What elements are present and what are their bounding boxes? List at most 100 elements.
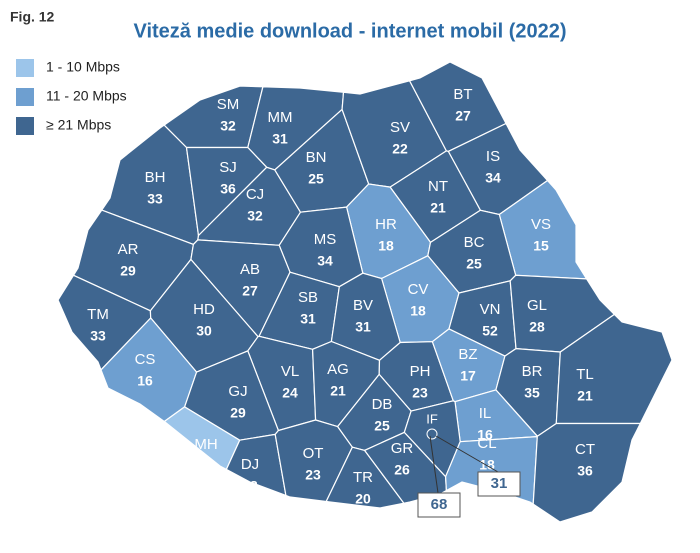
county-labels: SM 32 MM 31 BH 33 SJ 36 CJ 32 BN 25 SV 22 BT 27 IS 34 NT 21… xyxy=(87,86,595,507)
legend-swatch xyxy=(16,59,34,77)
county-value: 18 xyxy=(410,303,426,319)
county xyxy=(163,406,241,471)
county-value: 52 xyxy=(482,323,498,339)
county-value: 15 xyxy=(533,238,549,254)
county-code: GJ xyxy=(228,383,247,400)
county xyxy=(163,85,264,149)
county-code: VN xyxy=(480,301,501,318)
county-code: HD xyxy=(193,301,215,318)
county-value: 33 xyxy=(242,478,258,494)
county-code: CJ xyxy=(246,186,264,203)
county-value: 26 xyxy=(394,462,410,478)
figure-label: Fig. 12 xyxy=(10,9,55,25)
county-code: IS xyxy=(486,148,500,165)
legend-label: ≥ 21 Mbps xyxy=(46,117,111,133)
county-code: OT xyxy=(303,445,324,462)
county-value: 36 xyxy=(577,463,593,479)
county-value: 29 xyxy=(230,405,246,421)
county-code: GR xyxy=(391,440,414,457)
county-value: 20 xyxy=(355,491,371,507)
county xyxy=(555,313,673,425)
county-value: 21 xyxy=(430,200,446,216)
county-value: 28 xyxy=(529,319,545,335)
county-value: 16 xyxy=(477,427,493,443)
county-value: 33 xyxy=(90,328,106,344)
county-value: 29 xyxy=(120,263,136,279)
callout-line xyxy=(429,435,439,494)
county-value: 18 xyxy=(378,238,394,254)
county-value: 24 xyxy=(282,385,298,401)
county-code: TL xyxy=(576,366,594,383)
county-value: 17 xyxy=(460,368,476,384)
county-code: BZ xyxy=(458,346,477,363)
callout-line xyxy=(435,435,499,473)
county-value: 27 xyxy=(455,108,471,124)
county-value: 23 xyxy=(412,385,428,401)
county-value: 21 xyxy=(330,383,346,399)
county-code: SV xyxy=(390,119,410,136)
county-value: 16 xyxy=(137,373,153,389)
county-code: VS xyxy=(531,216,551,233)
county-code: SB xyxy=(298,289,318,306)
callout-value: 68 xyxy=(431,496,448,513)
county-code: SM xyxy=(217,96,240,113)
county-code: BV xyxy=(353,297,373,314)
county-code: CL xyxy=(477,435,496,452)
county-code: BT xyxy=(453,86,472,103)
county-code: VL xyxy=(281,363,299,380)
county-code: AB xyxy=(240,261,260,278)
county-value: 27 xyxy=(242,283,258,299)
counties xyxy=(57,61,673,523)
county-code: IF xyxy=(426,411,438,426)
county-code: DB xyxy=(372,396,393,413)
legend-label: 11 - 20 Mbps xyxy=(46,88,127,104)
county-code: SJ xyxy=(219,159,237,176)
county-value: 25 xyxy=(466,256,482,272)
county-value: 34 xyxy=(317,253,333,269)
county-code: IL xyxy=(479,405,492,422)
county-code: BC xyxy=(464,234,485,251)
county-code: TM xyxy=(87,306,109,323)
county-code: MS xyxy=(314,231,337,248)
county-code: BN xyxy=(306,149,327,166)
callout-value: 31 xyxy=(491,475,508,492)
county-value: 32 xyxy=(247,208,263,224)
county xyxy=(532,422,642,523)
county-code: AR xyxy=(118,241,139,258)
county-code: CT xyxy=(575,441,595,458)
county-code: CS xyxy=(135,351,156,368)
legend-swatch xyxy=(16,88,34,106)
county-code: NT xyxy=(428,178,448,195)
county-value: 30 xyxy=(196,323,212,339)
legend-swatch xyxy=(16,117,34,135)
county-code: HR xyxy=(375,216,397,233)
county-value: 31 xyxy=(355,319,371,335)
county-code: TR xyxy=(353,469,373,486)
county-code: BH xyxy=(145,169,166,186)
county-code: PH xyxy=(410,363,431,380)
county-value: 25 xyxy=(374,418,390,434)
county-value: 31 xyxy=(300,311,316,327)
callout-box xyxy=(417,492,461,518)
county-code: DJ xyxy=(241,456,259,473)
county-value: 36 xyxy=(220,181,236,197)
legend-label: 1 - 10 Mbps xyxy=(46,59,120,75)
county-code: MM xyxy=(268,109,293,126)
map-title: Viteză medie download - internet mobil (… xyxy=(133,20,566,42)
county-code: GL xyxy=(527,297,547,314)
county-code: BR xyxy=(522,363,543,380)
county-value: 9 xyxy=(202,458,210,474)
county-code: MH xyxy=(194,436,217,453)
bucharest xyxy=(426,428,438,440)
county-value: 22 xyxy=(392,141,408,157)
callout-box xyxy=(477,471,521,497)
county-value: 25 xyxy=(308,171,324,187)
county-code: CV xyxy=(408,281,429,298)
county-value: 31 xyxy=(272,131,288,147)
county-value: 34 xyxy=(485,170,501,186)
county-value: 18 xyxy=(479,457,495,473)
county-value: 21 xyxy=(577,388,593,404)
county-value: 32 xyxy=(220,118,236,134)
county-value: 33 xyxy=(147,191,163,207)
